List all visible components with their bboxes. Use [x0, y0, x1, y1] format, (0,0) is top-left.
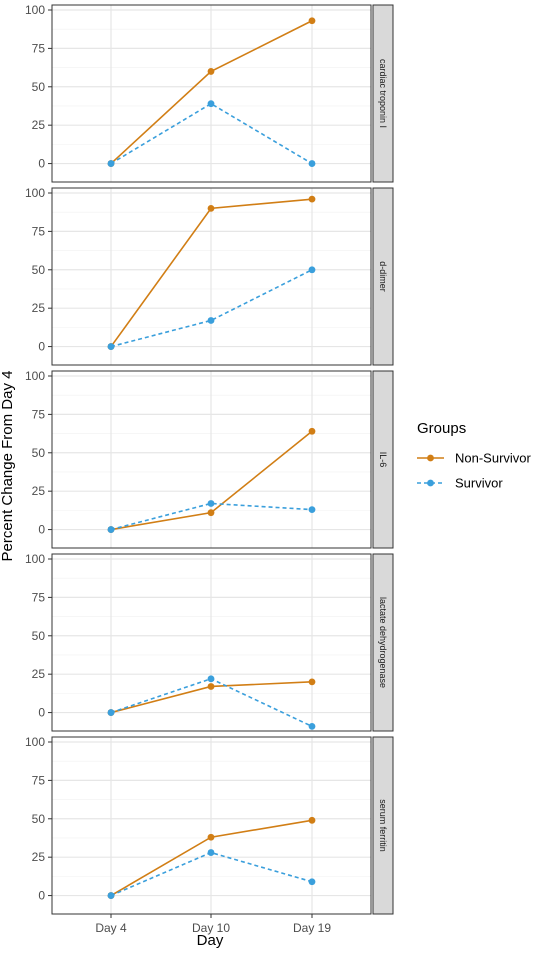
facet-strip-label: cardiac troponin I — [378, 59, 388, 128]
data-point — [207, 683, 215, 690]
data-point — [107, 160, 115, 167]
y-tick-label: 25 — [32, 850, 46, 864]
data-point — [107, 343, 115, 350]
panel-0: cardiac troponin I 0 25 50 75 100 — [25, 3, 394, 183]
y-tick-label: 25 — [32, 301, 46, 315]
y-tick-label: 75 — [32, 590, 46, 604]
facet-strip-label: IL-6 — [378, 452, 388, 468]
y-tick-label: 100 — [25, 552, 45, 566]
data-point — [308, 878, 316, 886]
data-point — [207, 500, 215, 507]
y-tick-label: 75 — [32, 773, 46, 787]
panel-4: serum ferritin 0 25 50 75 100 — [25, 735, 394, 915]
y-tick-label: 0 — [38, 706, 45, 720]
chart-panels: cardiac troponin I 0 25 50 75 100 d-dimer 0 25 50… — [25, 3, 394, 915]
y-tick-label: 100 — [25, 3, 45, 17]
data-point — [207, 509, 215, 517]
y-tick-label: 50 — [32, 263, 46, 277]
data-point — [207, 675, 215, 683]
facet-strip — [372, 370, 394, 549]
legend-entry-label: Survivor — [455, 476, 503, 491]
data-point — [207, 833, 215, 841]
y-tick-label: 75 — [32, 407, 46, 421]
legend-entry-label: Non-Survivor — [455, 451, 532, 466]
series-line-survivor — [110, 502, 313, 531]
x-tick-label: Day 19 — [293, 921, 331, 935]
data-point — [308, 266, 316, 274]
data-point — [308, 17, 316, 25]
legend: Groups Non-Survivor Survivor — [417, 420, 532, 491]
y-tick-label: 50 — [32, 812, 46, 826]
facet-strip — [372, 4, 394, 183]
panel-border — [51, 370, 372, 549]
y-tick-label: 0 — [38, 340, 45, 354]
y-tick-label: 100 — [25, 369, 45, 383]
facet-strip-label: serum ferritin — [378, 799, 388, 852]
legend-title: Groups — [417, 420, 466, 437]
data-point — [207, 317, 215, 324]
x-tick-label: Day 10 — [192, 921, 230, 935]
y-tick-label: 100 — [25, 735, 45, 749]
facet-strip-label: lactate dehydrogenase — [378, 597, 388, 688]
y-tick-label: 25 — [32, 667, 46, 681]
y-tick-label: 0 — [38, 889, 45, 903]
x-axis: Day 4 Day 10 Day 19 — [95, 914, 331, 935]
panel-border — [51, 4, 372, 183]
data-point — [207, 849, 215, 856]
data-point — [308, 506, 316, 514]
y-tick-label: 50 — [32, 629, 46, 643]
data-point — [207, 68, 215, 75]
y-tick-label: 75 — [32, 41, 46, 55]
panel-2: IL-6 0 25 50 75 100 — [25, 369, 394, 549]
legend-key-point — [427, 454, 434, 462]
y-tick-label: 100 — [25, 186, 45, 200]
data-point — [207, 100, 215, 108]
y-tick-label: 25 — [32, 484, 46, 498]
x-axis-title: Day — [197, 932, 224, 949]
panel-border — [51, 187, 372, 366]
panel-1: d-dimer 0 25 50 75 100 — [25, 186, 394, 366]
y-tick-label: 50 — [32, 446, 46, 460]
facet-strip — [372, 187, 394, 366]
facet-strip-label: d-dimer — [378, 261, 388, 292]
data-point — [207, 204, 215, 212]
y-tick-label: 75 — [32, 224, 46, 238]
facet-strip — [372, 736, 394, 915]
y-tick-label: 0 — [38, 523, 45, 537]
data-point — [308, 678, 316, 686]
data-point — [107, 709, 115, 716]
data-point — [308, 816, 316, 824]
series-line-survivor — [110, 269, 313, 348]
y-tick-label: 25 — [32, 118, 46, 132]
data-point — [308, 160, 316, 167]
data-point — [107, 892, 115, 899]
legend-key-point — [427, 479, 434, 487]
data-point — [308, 722, 316, 730]
facet-strip — [372, 553, 394, 732]
y-axis-title: Percent Change From Day 4 — [0, 371, 16, 562]
y-tick-label: 0 — [38, 157, 45, 171]
data-point — [308, 195, 316, 203]
x-tick-label: Day 4 — [95, 921, 127, 935]
panel-border — [51, 553, 372, 732]
series-line-survivor — [110, 102, 313, 165]
data-point — [107, 526, 115, 533]
data-point — [308, 427, 316, 435]
panel-3: lactate dehydrogenase 0 25 50 75 100 — [25, 552, 394, 732]
y-tick-label: 50 — [32, 80, 46, 94]
